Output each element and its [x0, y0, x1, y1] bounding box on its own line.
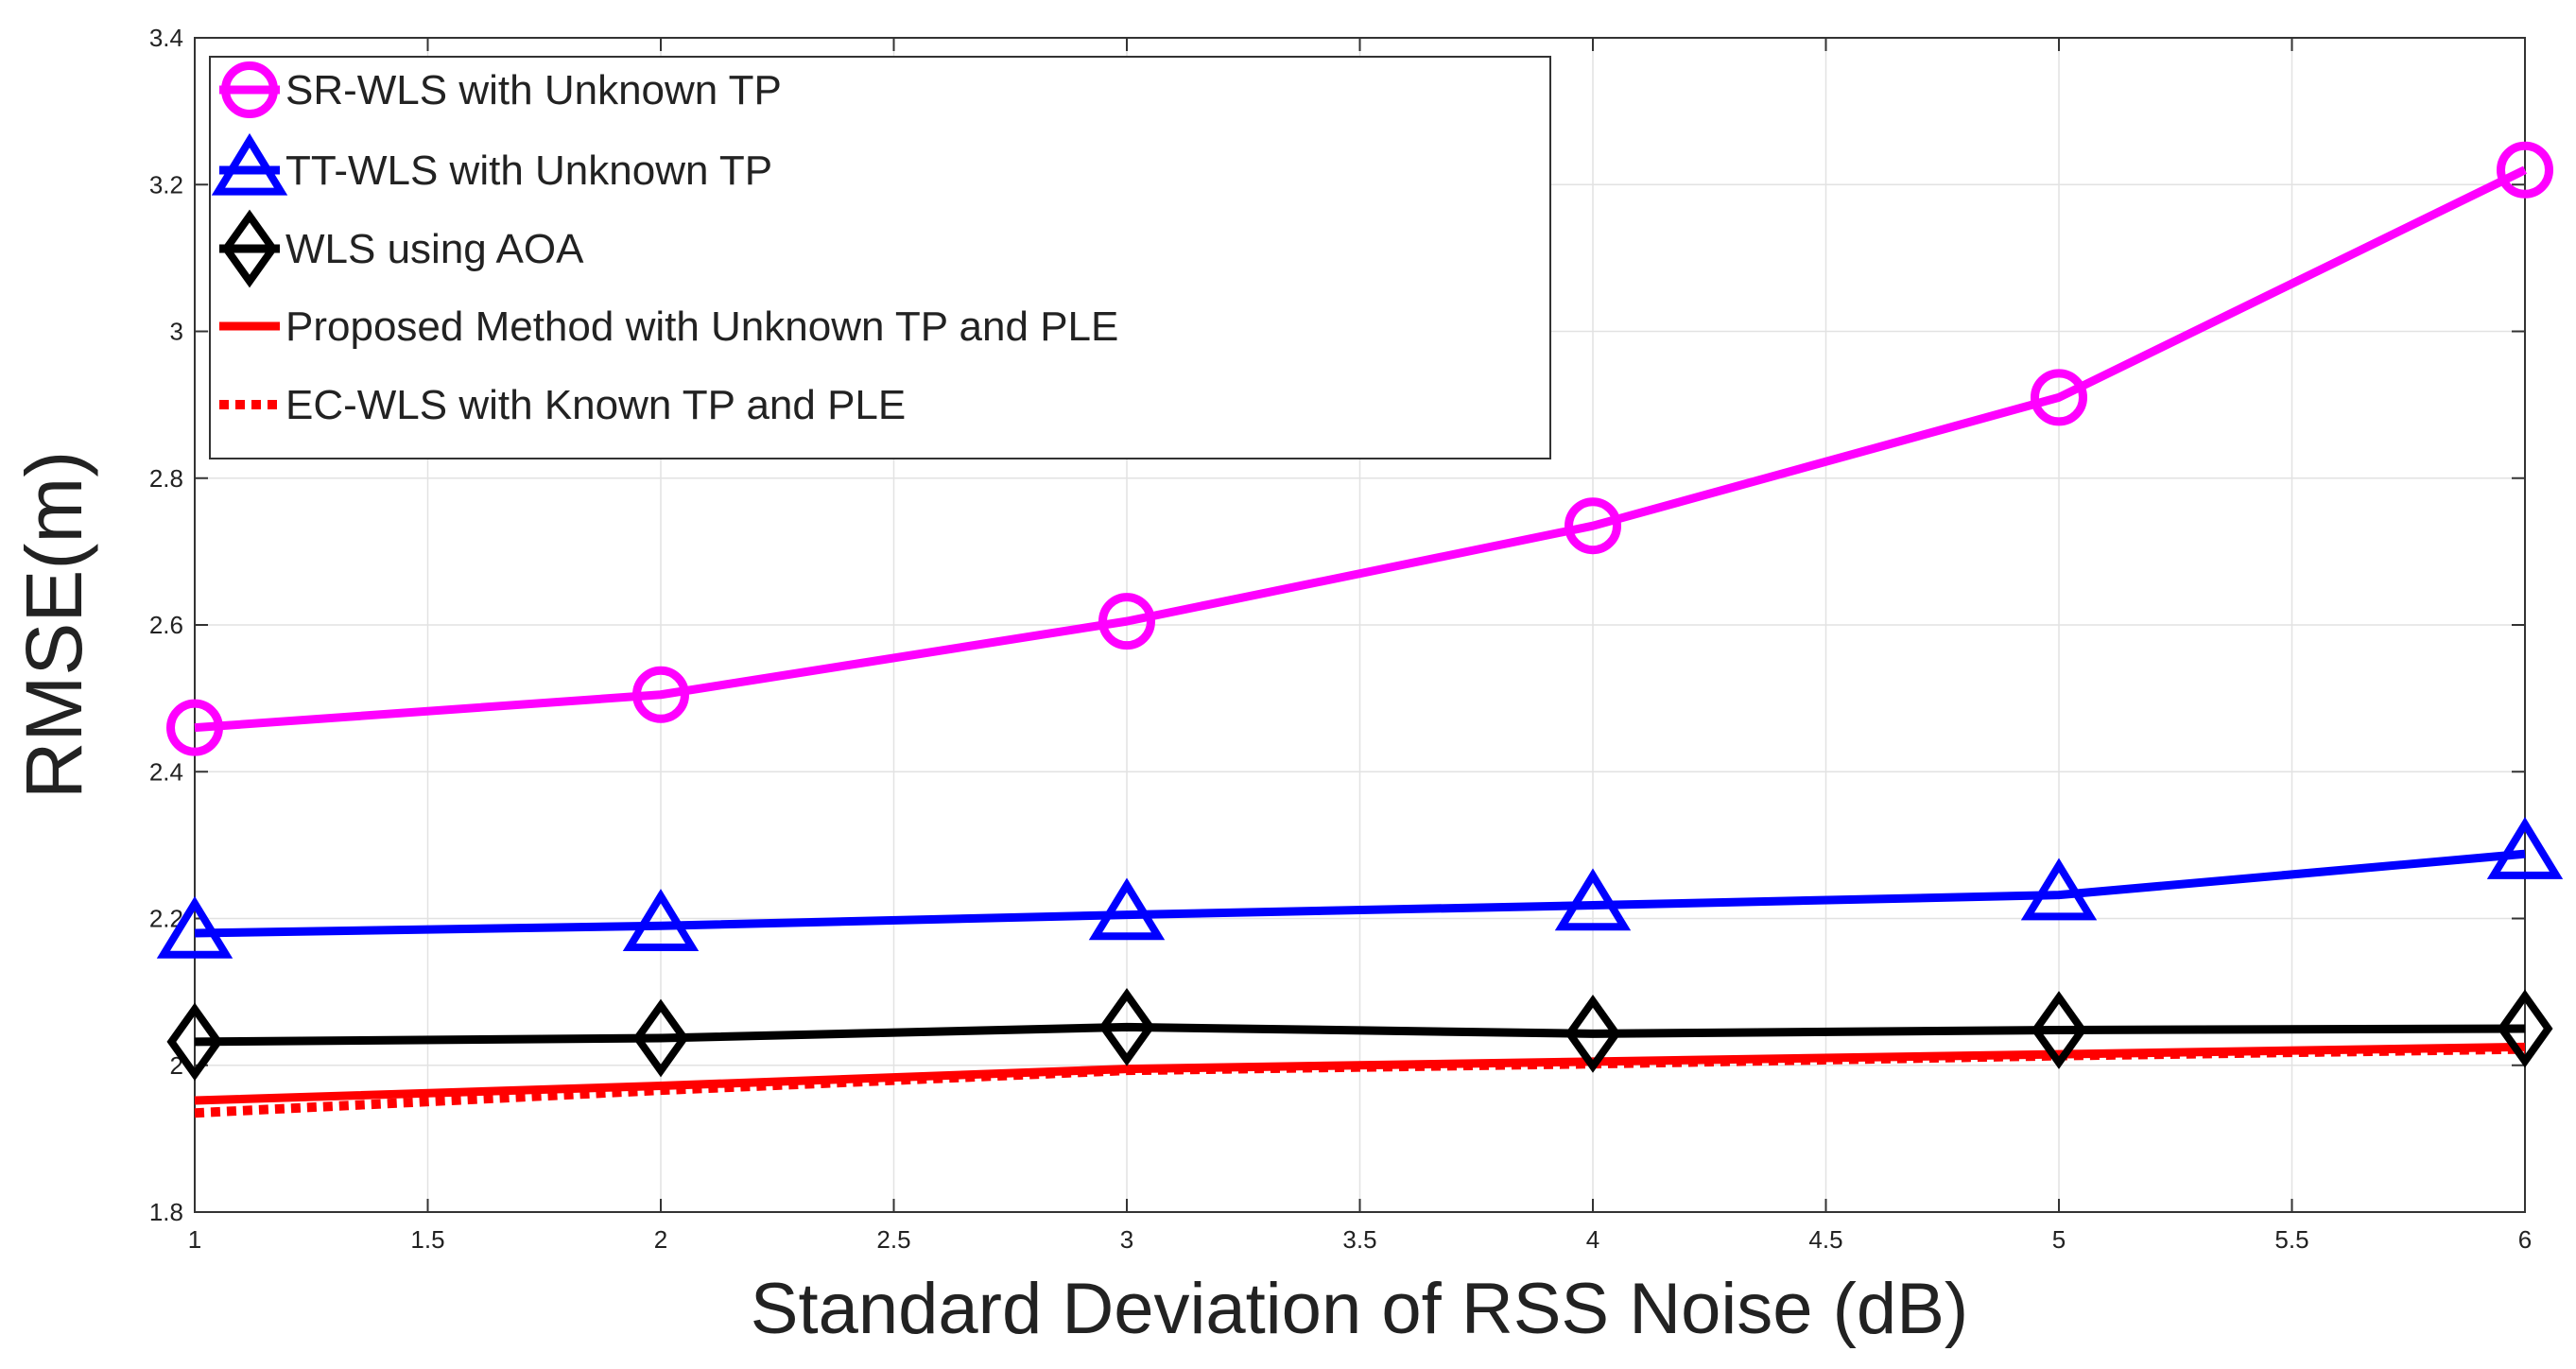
y-tick-label: 2.8: [149, 464, 183, 493]
y-tick-label: 2.4: [149, 757, 183, 786]
y-tick-label: 1.8: [149, 1198, 183, 1226]
series-proposed-method-with-unknown-tp-and-ple: [194, 1042, 2526, 1105]
data-point-diamond: [1565, 994, 1621, 1073]
y-tick-label: 3.2: [149, 170, 183, 199]
x-tick-label: 3.5: [1342, 1225, 1376, 1254]
data-point-triangle: [2486, 817, 2564, 879]
x-tick-label: 2: [654, 1225, 667, 1254]
legend-entry: TT-WLS with Unknown TP: [211, 132, 772, 196]
data-point-circle: [166, 699, 223, 756]
legend-entry: SR-WLS with Unknown TP: [219, 61, 782, 118]
data-point-triangle: [1554, 868, 1632, 931]
x-tick-label: 2.5: [876, 1225, 910, 1254]
data-point-triangle: [2020, 858, 2098, 921]
axis-ticks: 1 1.5 2 2.5 3 3.5 4 4.5 5 5.5 61.822.22.42.62.833.…: [149, 24, 2532, 1254]
y-axis-title: RMSE(m): [9, 451, 98, 800]
x-tick-label: 4: [1586, 1225, 1599, 1254]
data-point-triangle: [622, 889, 700, 951]
data-point-circle: [632, 666, 689, 723]
data-point-diamond: [2497, 989, 2553, 1068]
data-point-diamond: [632, 998, 689, 1078]
legend-marker-diamond: [221, 209, 278, 288]
data-point-circle: [1098, 593, 1155, 650]
legend: SR-WLS with Unknown TP TT-WLS with Unknow…: [209, 56, 1551, 459]
data-series: [156, 141, 2564, 1118]
y-tick-label: 3: [170, 318, 183, 346]
legend-marker-circle: [221, 61, 278, 118]
legend-label: EC-WLS with Known TP and PLE: [285, 382, 906, 428]
series-line: [194, 1022, 2526, 1047]
series-line: [194, 1042, 2526, 1105]
x-tick-label: 6: [2518, 1225, 2532, 1254]
legend-label: Proposed Method with Unknown TP and PLE: [285, 303, 1118, 350]
series-line: [194, 165, 2527, 733]
series-sr-wls-with-unknown-tp: [166, 141, 2553, 756]
x-tick-label: 1.5: [410, 1225, 444, 1254]
x-tick-label: 3: [1120, 1225, 1133, 1254]
data-point-circle: [2497, 141, 2553, 199]
data-point-diamond: [1098, 987, 1155, 1066]
data-point-circle: [2031, 369, 2087, 426]
data-point-circle: [1565, 497, 1621, 555]
legend-entry: Proposed Method with Unknown TP and PLE: [219, 303, 1118, 350]
x-tick-label: 1: [188, 1225, 201, 1254]
data-point-triangle: [1088, 877, 1166, 941]
legend-marker-triangle: [211, 132, 288, 196]
x-tick-label: 5.5: [2274, 1225, 2308, 1254]
legend-label: SR-WLS with Unknown TP: [285, 67, 782, 113]
legend-label: TT-WLS with Unknown TP: [285, 147, 772, 194]
data-point-triangle: [156, 895, 233, 959]
legend-box: [209, 56, 1551, 459]
y-tick-label: 3.4: [149, 24, 183, 52]
legend-entry: EC-WLS with Known TP and PLE: [219, 382, 906, 428]
legend-label: WLS using AOA: [285, 226, 584, 272]
legend-entry: WLS using AOA: [219, 209, 584, 288]
data-point-diamond: [2031, 991, 2087, 1069]
x-tick-label: 5: [2052, 1225, 2066, 1254]
x-axis-title: Standard Deviation of RSS Noise (dB): [751, 1269, 1968, 1349]
series-tt-wls-with-unknown-tp: [156, 817, 2564, 959]
y-tick-label: 2.6: [149, 611, 183, 639]
series-line: [194, 849, 2526, 938]
data-point-diamond: [166, 1002, 223, 1082]
series-wls-using-aoa: [166, 987, 2553, 1082]
x-tick-label: 4.5: [1808, 1225, 1842, 1254]
